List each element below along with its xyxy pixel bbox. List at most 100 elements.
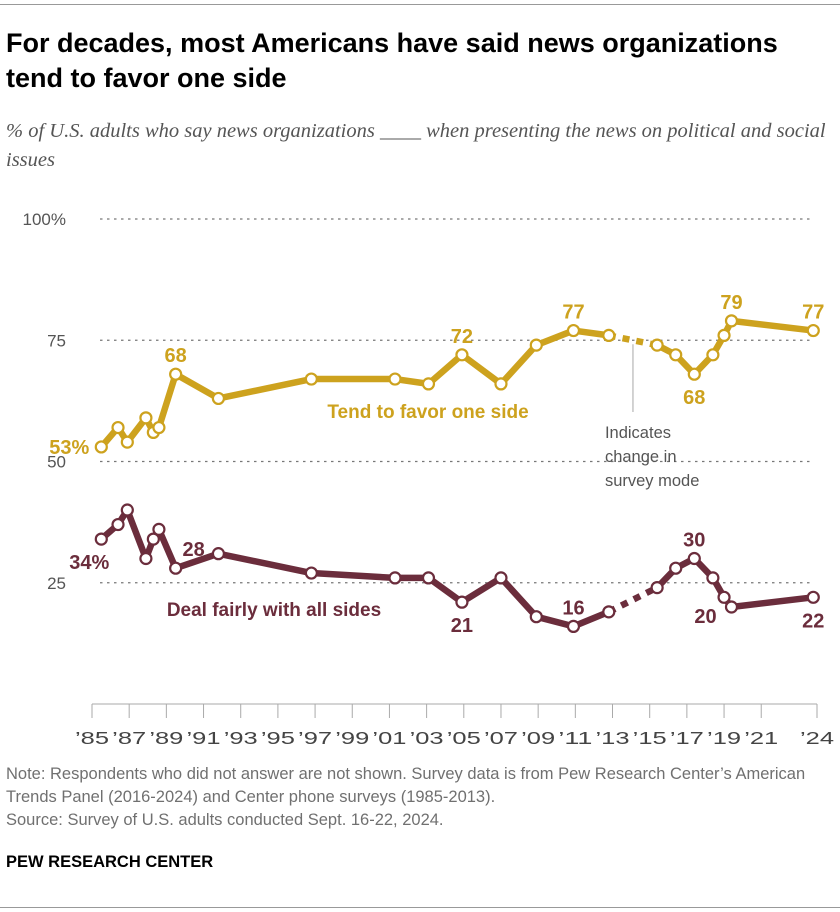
data-point — [169, 561, 183, 575]
x-tick-label: ’07 — [484, 728, 518, 748]
data-point — [687, 551, 701, 566]
series-line-phone-0 — [98, 327, 610, 450]
x-tick-label: ’13 — [596, 728, 630, 748]
series-label: Tend to favor one side — [327, 402, 528, 423]
data-point — [120, 503, 134, 517]
data-point — [529, 610, 543, 624]
series-line-panel-0 — [655, 317, 814, 378]
data-point — [494, 377, 508, 391]
data-point — [566, 323, 581, 338]
data-point — [650, 580, 664, 595]
data-label: 22 — [802, 610, 824, 632]
data-label: 79 — [720, 292, 742, 314]
data-point — [421, 377, 436, 391]
bottom-rule — [0, 907, 840, 908]
y-tick-label: 75 — [47, 331, 66, 350]
x-tick-label: ’24 — [800, 728, 834, 748]
data-point — [724, 314, 739, 328]
data-point — [146, 532, 160, 546]
data-point — [806, 323, 820, 338]
data-point — [724, 600, 739, 614]
data-point — [152, 522, 166, 537]
data-point — [94, 532, 108, 546]
x-tick-label: ’87 — [112, 728, 146, 748]
y-tick-label: 50 — [47, 453, 66, 472]
data-point — [152, 420, 166, 435]
data-point — [494, 571, 508, 585]
data-label: 68 — [165, 345, 187, 367]
data-label: 77 — [562, 302, 584, 324]
data-label: 28 — [183, 539, 205, 561]
brand-logo-text: PEW RESEARCH CENTER — [6, 853, 214, 871]
x-tick-label: ’95 — [261, 728, 295, 748]
x-tick-label: ’11 — [558, 728, 592, 748]
data-point — [529, 338, 543, 352]
data-point — [455, 595, 469, 609]
x-tick-label: ’93 — [224, 728, 258, 748]
data-point — [602, 605, 616, 619]
data-point — [566, 619, 581, 634]
x-tick-label: ’03 — [410, 728, 444, 748]
data-label: 20 — [694, 606, 716, 628]
data-point — [717, 590, 731, 604]
data-point — [304, 372, 318, 386]
data-label: 30 — [683, 530, 705, 552]
data-point — [139, 411, 153, 425]
x-tick-label: ’09 — [521, 728, 555, 748]
data-label: 77 — [802, 302, 824, 324]
data-label: 53% — [49, 437, 89, 459]
chart-title: For decades, most Americans have said ne… — [6, 28, 778, 93]
data-point — [669, 561, 683, 575]
data-point — [717, 328, 731, 342]
data-point — [687, 367, 701, 381]
y-tick-label: 100% — [23, 210, 66, 229]
data-point — [211, 391, 226, 406]
data-point — [111, 420, 125, 435]
data-label: 68 — [683, 387, 705, 409]
data-point — [421, 571, 436, 585]
data-label: 72 — [451, 326, 473, 348]
top-rule — [0, 4, 840, 5]
note-text: Note: Respondents who did not answer are… — [6, 765, 806, 806]
data-label: 16 — [562, 597, 584, 619]
data-point — [304, 566, 318, 580]
data-point — [806, 590, 820, 604]
source-text: Source: Survey of U.S. adults conducted … — [6, 811, 444, 829]
chart-note: Note: Respondents who did not answer are… — [6, 763, 836, 832]
x-tick-label: ’05 — [447, 728, 481, 748]
series-line-phone-1 — [99, 506, 611, 630]
data-point — [388, 571, 402, 585]
x-tick-label: ’97 — [298, 728, 332, 748]
data-point — [169, 367, 183, 381]
data-label: 34% — [69, 552, 109, 574]
data-point — [139, 551, 153, 566]
x-tick-label: ’19 — [707, 728, 741, 748]
x-tick-label: ’15 — [633, 728, 667, 748]
data-point — [669, 348, 683, 362]
x-tick-label: ’85 — [75, 728, 109, 748]
series-line-mode-change-1 — [607, 584, 659, 615]
annotation-text: Indicates change in survey mode — [605, 424, 699, 490]
x-tick-label: ’89 — [149, 728, 183, 748]
data-point — [120, 435, 134, 449]
data-point — [94, 440, 108, 454]
data-point — [602, 328, 616, 342]
x-tick-label: ’17 — [670, 728, 704, 748]
x-tick-label: ’01 — [372, 728, 406, 748]
data-point — [211, 547, 226, 561]
x-tick-label: ’99 — [335, 728, 369, 748]
y-tick-label: 25 — [47, 574, 66, 593]
data-point — [111, 517, 125, 532]
data-label: 21 — [451, 615, 473, 637]
data-point — [388, 372, 402, 386]
data-point — [650, 338, 664, 352]
data-point — [455, 348, 469, 362]
x-tick-label: ’21 — [744, 728, 778, 748]
series-label: Deal fairly with all sides — [167, 600, 381, 621]
x-tick-label: ’91 — [187, 728, 221, 748]
chart-subtitle: % of U.S. adults who say news organizati… — [6, 120, 826, 171]
data-point — [706, 348, 720, 362]
data-point — [706, 571, 720, 585]
